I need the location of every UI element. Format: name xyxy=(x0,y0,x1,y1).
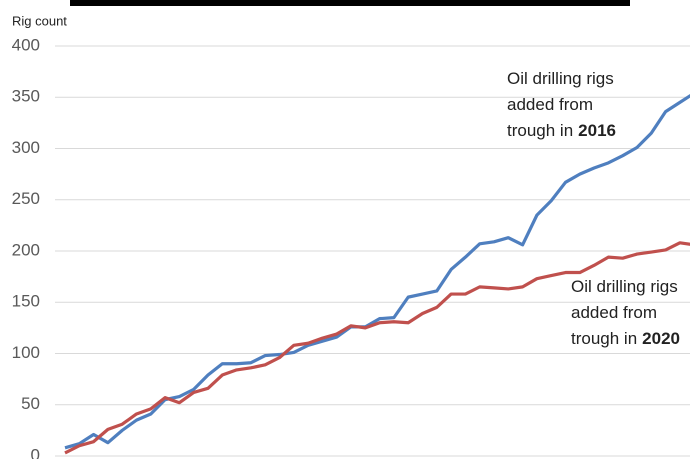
y-tick-label: 100 xyxy=(12,343,40,362)
y-tick-label: 0 xyxy=(31,445,40,459)
y-tick-label: 250 xyxy=(12,189,40,208)
annotation-text: added from xyxy=(507,95,593,114)
annotation-text: trough in xyxy=(571,329,637,348)
annotation-year: 2016 xyxy=(578,121,616,140)
y-tick-label: 150 xyxy=(12,292,40,311)
annotation: added from xyxy=(507,95,593,114)
y-tick-label: 200 xyxy=(12,240,40,259)
y-tick-label: 400 xyxy=(12,35,40,54)
annotation: added from xyxy=(571,303,657,322)
y-tick-label: 350 xyxy=(12,87,40,106)
y-tick-label: 300 xyxy=(12,138,40,157)
annotation: Oil drilling rigs xyxy=(571,277,678,296)
y-axis-label: Rig count xyxy=(12,13,67,28)
annotation-year: 2020 xyxy=(642,329,680,348)
cut-title xyxy=(70,0,630,6)
annotation-text: added from xyxy=(571,303,657,322)
annotation: Oil drilling rigs xyxy=(507,69,614,88)
series-line xyxy=(64,241,690,455)
annotation-text: trough in xyxy=(507,121,573,140)
annotation-text: Oil drilling rigs xyxy=(571,277,678,296)
series-line xyxy=(64,93,690,450)
annotation: trough in 2020 xyxy=(571,329,680,348)
y-tick-label: 50 xyxy=(21,394,40,413)
annotation-text: Oil drilling rigs xyxy=(507,69,614,88)
annotation: trough in 2016 xyxy=(507,121,616,140)
